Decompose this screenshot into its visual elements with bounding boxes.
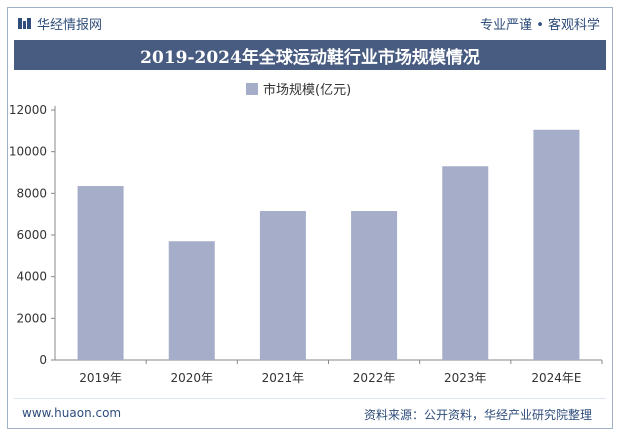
x-tick-label: 2019年 — [79, 371, 122, 385]
legend-swatch — [246, 83, 258, 95]
y-tick-label: 10000 — [9, 145, 47, 159]
footer-website: www.huaon.com — [22, 406, 122, 420]
y-tick-label: 0 — [39, 353, 47, 367]
footer-divider — [14, 398, 606, 399]
slogan: 专业严谨 • 客观科学 — [480, 17, 600, 33]
bar — [77, 186, 124, 360]
y-tick-label: 2000 — [16, 311, 47, 325]
bar — [168, 241, 215, 360]
x-tick-label: 2020年 — [170, 371, 213, 385]
brand-name: 华经情报网 — [37, 17, 103, 33]
top-bar: 华经情报网 专业严谨 • 客观科学 — [8, 8, 612, 38]
x-tick-label: 2022年 — [353, 371, 396, 385]
y-tick-label: 12000 — [9, 103, 47, 117]
legend-label: 市场规模(亿元) — [263, 82, 351, 98]
bar — [442, 166, 489, 360]
bar — [351, 211, 398, 360]
y-tick-label: 8000 — [16, 186, 47, 200]
y-tick-label: 4000 — [16, 270, 47, 284]
y-tick-label: 6000 — [16, 228, 47, 242]
chart-title-bar: 2019-2024年全球运动鞋行业市场规模情况 — [14, 40, 606, 70]
huajing-logo-icon — [18, 17, 31, 30]
x-tick-label: 2024年E — [531, 371, 581, 385]
chart-title: 2019-2024年全球运动鞋行业市场规模情况 — [140, 47, 480, 68]
bar — [259, 211, 306, 360]
x-tick-label: 2021年 — [262, 371, 305, 385]
brand: 华经情报网 — [18, 14, 102, 33]
bar — [533, 129, 580, 360]
x-tick-label: 2023年 — [444, 371, 487, 385]
footer-source: 资料来源：公开资料，华经产业研究院整理 — [363, 408, 592, 422]
